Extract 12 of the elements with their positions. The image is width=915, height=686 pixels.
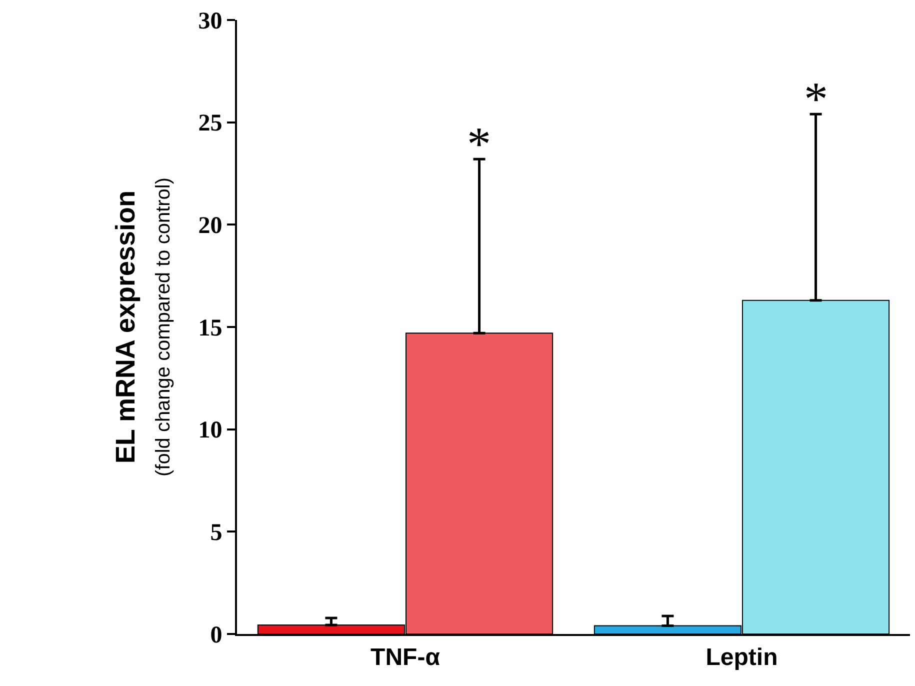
- y-tick-label: 30: [198, 8, 222, 34]
- x-tick-label: Leptin: [706, 644, 778, 671]
- y-tick-label: 20: [198, 213, 222, 240]
- annotation: *: [804, 73, 828, 126]
- x-tick-label: TNF-α: [370, 644, 440, 671]
- y-tick-label: 25: [198, 110, 222, 137]
- y-tick-label: 0: [210, 622, 222, 648]
- y-tick-label: 10: [198, 418, 222, 444]
- y-tick-label: 15: [198, 315, 222, 342]
- y-axis-title: EL mRNA expression (fold change compared to control): [110, 177, 175, 477]
- annotation: *: [467, 118, 491, 171]
- y-tick-label: 5: [210, 520, 222, 546]
